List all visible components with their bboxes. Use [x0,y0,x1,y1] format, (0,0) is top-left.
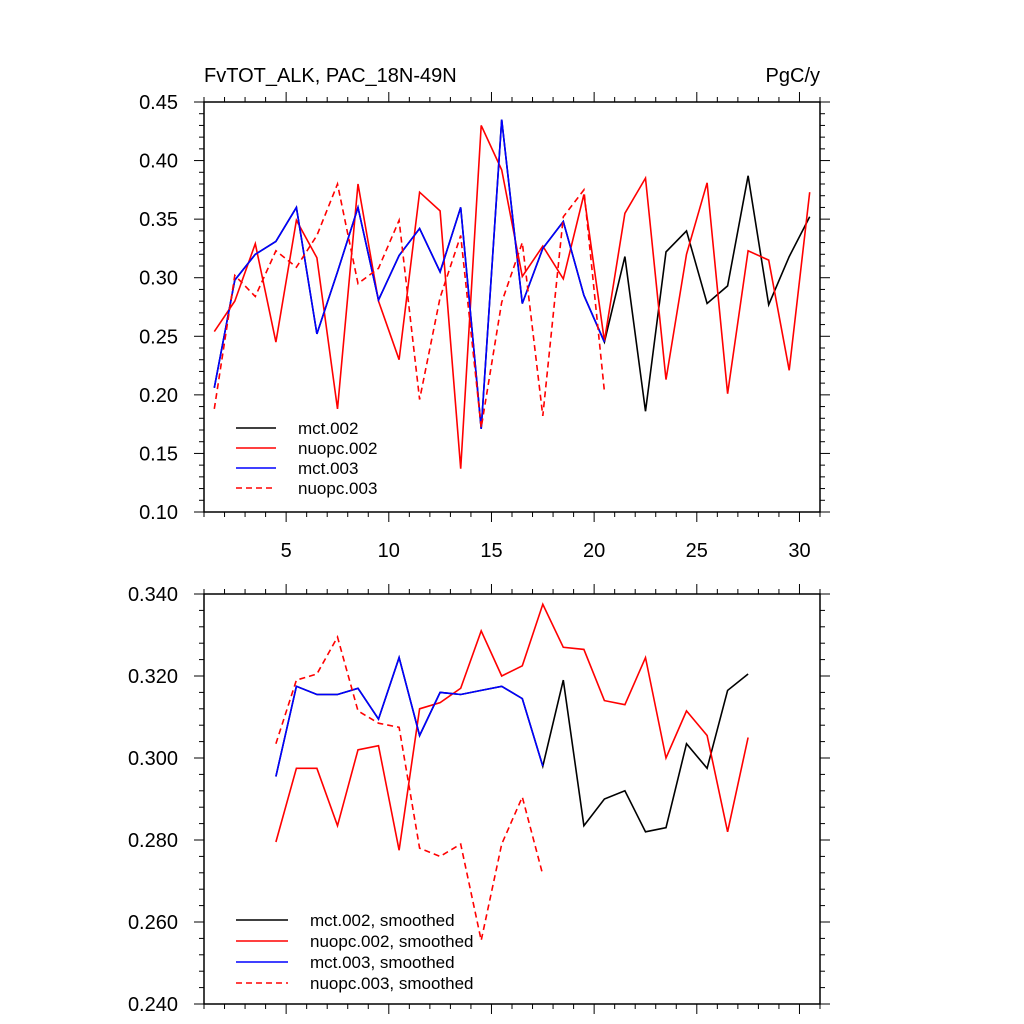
x-tick-label: 25 [686,540,708,562]
y-tick-label: 0.240 [128,994,178,1016]
series-line-mct-003 [213,119,606,429]
legend-label: mct.003, smoothed [310,953,455,972]
y-tick-label: 0.340 [128,584,178,606]
y-tick-label: 0.15 [139,443,178,465]
legend-label: nuopc.003, smoothed [310,974,474,993]
x-tick-label: 10 [378,540,400,562]
top-series-layer [213,119,811,469]
series-line-mct-003-smoothed [275,654,544,777]
y-tick-label: 0.30 [139,268,178,290]
series-line-nuopc-002-smoothed [275,602,749,851]
y-tick-label: 0.320 [128,666,178,688]
y-tick-label: 0.280 [128,830,178,852]
y-tick-label: 0.35 [139,209,178,231]
legend-label: nuopc.003 [298,479,377,498]
y-tick-label: 0.40 [139,151,178,173]
top-chart-title: FvTOT_ALK, PAC_18N-49N [204,65,457,87]
y-tick-label: 0.10 [139,502,178,524]
series-line-nuopc-003 [213,181,606,428]
y-tick-label: 0.20 [139,385,178,407]
legend-label: mct.002 [298,419,358,438]
series-line-mct-002-smoothed [275,654,749,833]
top-panel: FvTOT_ALK, PAC_18N-49N PgC/y 5 10 15 20 25 30… [139,65,830,562]
series-line-nuopc-002 [213,125,811,469]
bottom-plot-frame [203,593,821,1005]
x-tick-label: 20 [583,540,605,562]
top-chart-units: PgC/y [766,65,820,87]
bottom-series-layer [275,602,749,941]
legend-label: mct.002, smoothed [310,911,455,930]
y-tick-label: 0.45 [139,92,178,114]
y-tick-label: 0.260 [128,912,178,934]
x-tick-label: 30 [788,540,810,562]
y-tick-label: 0.300 [128,748,178,770]
legend-label: mct.003 [298,459,358,478]
legend-label: nuopc.002, smoothed [310,932,474,951]
x-tick-label: 15 [480,540,502,562]
bottom-legend: mct.002, smoothed nuopc.002, smoothed mct.… [236,911,474,993]
legend-label: nuopc.002 [298,439,377,458]
bottom-ticks: 0.240 0.260 0.280 0.300 0.320 0.340 [128,584,830,1016]
y-tick-label: 0.25 [139,326,178,348]
series-line-nuopc-003-smoothed [275,634,544,941]
x-tick-label: 5 [281,540,292,562]
top-ticks: 5 10 15 20 25 30 0.10 0.15 0.20 0.25 0.30 0.35 0.40 0… [139,92,830,562]
bottom-panel: 0.240 0.260 0.280 0.300 0.320 0.340 mct.002, … [128,584,830,1016]
top-plot-frame [203,101,821,513]
